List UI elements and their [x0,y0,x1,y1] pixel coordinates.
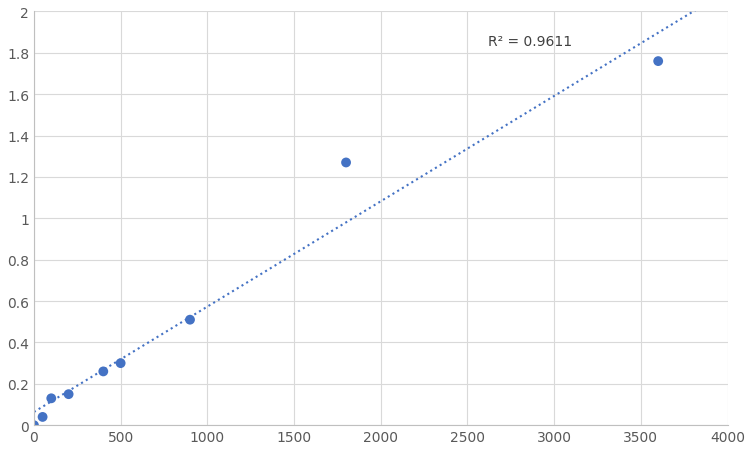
Point [652,58,664,65]
Text: R² = 0.9611: R² = 0.9611 [488,34,572,48]
Point [37,414,49,421]
Point [184,316,196,323]
Point [97,368,109,375]
Point [45,395,57,402]
Point [62,391,74,398]
Point [28,422,40,429]
Point [340,160,352,167]
Point [114,360,126,367]
